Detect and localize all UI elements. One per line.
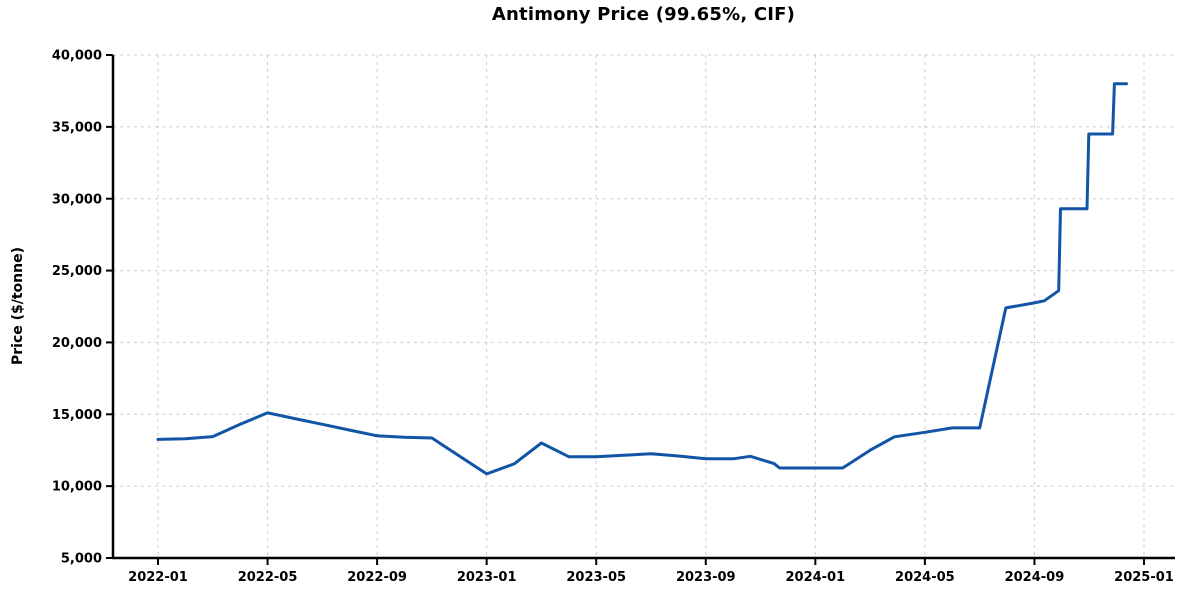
- x-tick-label: 2022-01: [128, 570, 188, 585]
- x-tick-label: 2022-05: [238, 570, 298, 585]
- price-line: [156, 82, 1128, 476]
- y-tick-label: 25,000: [52, 264, 102, 279]
- x-tick-label: 2023-05: [566, 570, 626, 585]
- x-tick-label: 2023-09: [676, 570, 736, 585]
- x-tick-label: 2024-05: [895, 570, 955, 585]
- x-tick-label: 2024-01: [785, 570, 845, 585]
- x-tick-label: 2025-01: [1114, 570, 1174, 585]
- y-tick-label: 20,000: [52, 336, 102, 351]
- y-tick-label: 30,000: [52, 192, 102, 207]
- chart-title: Antimony Price (99.65%, CIF): [491, 4, 796, 25]
- y-tick-label: 35,000: [52, 120, 102, 135]
- y-tick-label: 10,000: [52, 480, 102, 495]
- y-tick-label: 40,000: [52, 49, 102, 64]
- x-tick-label: 2024-09: [1005, 570, 1065, 585]
- x-tick-label: 2023-01: [457, 570, 517, 585]
- y-tick-label: 5,000: [61, 552, 102, 567]
- y-tick-label: 15,000: [52, 408, 102, 423]
- x-tick-label: 2022-09: [347, 570, 407, 585]
